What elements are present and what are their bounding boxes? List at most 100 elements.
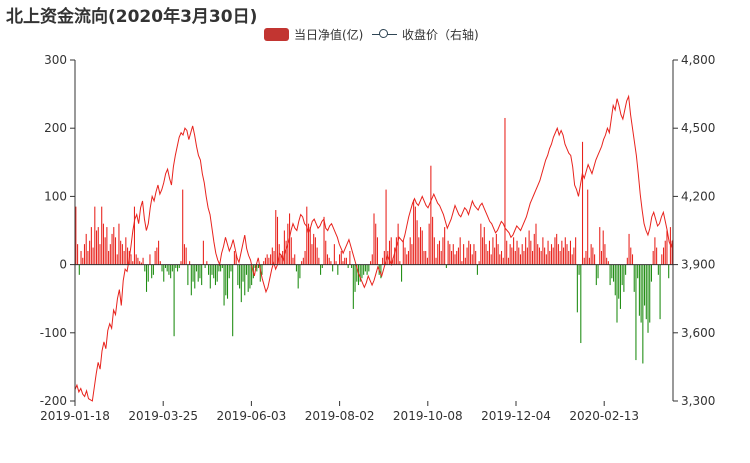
- bar: [557, 244, 559, 265]
- bar: [533, 233, 535, 265]
- bar: [476, 264, 478, 275]
- bar: [80, 250, 82, 265]
- bar: [237, 264, 239, 286]
- bar: [442, 237, 444, 265]
- bar: [483, 227, 485, 265]
- bar: [366, 264, 368, 275]
- bar: [509, 244, 511, 265]
- bar: [211, 264, 213, 275]
- bar: [264, 257, 266, 265]
- bar: [623, 264, 625, 292]
- bar: [333, 244, 335, 265]
- bar: [96, 230, 98, 265]
- bar: [168, 264, 170, 275]
- bar: [301, 261, 303, 265]
- bar: [242, 264, 244, 282]
- right-y-tick-label: 3,900: [681, 258, 715, 272]
- bar: [113, 227, 115, 265]
- x-tick-label: 2019-01-18: [40, 409, 110, 423]
- bar: [576, 264, 578, 313]
- bar: [473, 244, 475, 265]
- bar: [144, 264, 146, 272]
- bar: [132, 261, 134, 265]
- x-tick-label: 2019-06-03: [217, 409, 287, 423]
- bar: [109, 244, 111, 265]
- x-tick-label: 2020-02-13: [569, 409, 639, 423]
- bar: [101, 206, 103, 265]
- bar: [490, 254, 492, 265]
- bar: [564, 237, 566, 265]
- price-line: [74, 94, 674, 402]
- left-y-tick-label: 100: [44, 189, 67, 203]
- bar: [151, 264, 153, 279]
- bar: [535, 223, 537, 265]
- bar: [671, 240, 673, 265]
- bar: [616, 264, 618, 323]
- bar: [637, 264, 639, 279]
- bar: [618, 264, 620, 299]
- bar: [251, 264, 253, 286]
- bar: [542, 237, 544, 265]
- bar: [585, 250, 587, 265]
- bar: [611, 264, 613, 279]
- right-y-tick-label: 4,800: [681, 53, 715, 67]
- bar: [309, 227, 311, 265]
- bar: [163, 264, 165, 282]
- bar: [363, 264, 365, 275]
- bar: [594, 254, 596, 265]
- bar: [597, 264, 599, 279]
- bar: [285, 240, 287, 265]
- bar: [382, 257, 384, 265]
- bar: [352, 264, 354, 309]
- bar: [482, 237, 484, 265]
- bar: [316, 247, 318, 265]
- legend-item-net-flow[interactable]: 当日净值(亿): [264, 24, 363, 44]
- bar: [399, 261, 401, 265]
- bar: [195, 264, 198, 272]
- bar: [223, 264, 225, 306]
- bar: [609, 264, 611, 286]
- bar: [118, 223, 120, 265]
- bar: [395, 237, 397, 265]
- bar: [171, 264, 173, 272]
- bar: [444, 227, 446, 265]
- bar: [313, 233, 315, 265]
- bar: [583, 257, 585, 265]
- bar: [226, 264, 229, 299]
- bar: [599, 227, 601, 265]
- bar: [638, 264, 640, 316]
- bar: [323, 216, 325, 265]
- bar: [504, 117, 506, 265]
- left-y-tick-label: 300: [44, 53, 67, 67]
- bar: [356, 264, 358, 282]
- bar: [628, 233, 630, 265]
- bar: [111, 233, 113, 265]
- bar: [164, 264, 167, 269]
- bar: [373, 213, 375, 265]
- legend-item-close-price[interactable]: 收盘价（右轴): [372, 24, 479, 44]
- bar: [466, 247, 468, 265]
- bar-series: [75, 117, 673, 364]
- bar: [108, 250, 110, 265]
- bar: [90, 227, 92, 265]
- bar: [340, 250, 342, 265]
- bar: [270, 254, 272, 265]
- bar: [114, 237, 117, 265]
- bar: [345, 257, 347, 265]
- bar: [178, 264, 180, 269]
- bar: [554, 237, 556, 265]
- bar: [428, 223, 430, 265]
- x-tick-label: 2019-12-04: [481, 409, 551, 423]
- bar: [256, 264, 258, 272]
- bar: [488, 240, 490, 265]
- bar: [83, 244, 86, 265]
- bar: [354, 264, 356, 292]
- bar: [156, 247, 158, 265]
- bar: [218, 264, 220, 272]
- bar: [173, 264, 175, 337]
- bar: [571, 254, 573, 265]
- bar: [600, 250, 603, 265]
- bar: [380, 264, 382, 279]
- bar: [123, 250, 125, 265]
